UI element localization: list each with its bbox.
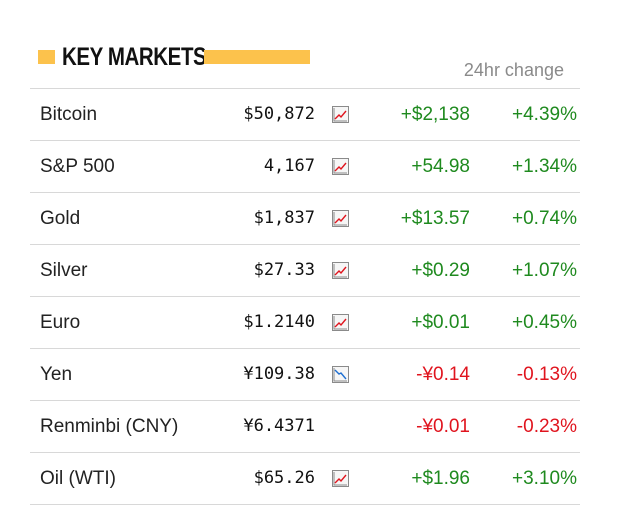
market-change-percent: +1.34% xyxy=(512,156,577,177)
chart-down-icon[interactable] xyxy=(332,366,349,383)
market-row-renminbi-cny[interactable]: Renminbi (CNY) ¥6.4371 -¥0.01 -0.23% xyxy=(30,401,580,453)
market-change-percent: +4.39% xyxy=(512,104,577,125)
market-row-oil-wti[interactable]: Oil (WTI) $65.26 +$1.96 +3.10% xyxy=(30,453,580,505)
widget-title: KEY MARKETS xyxy=(62,43,207,71)
market-change: -¥0.01 xyxy=(416,416,470,437)
market-price: $27.33 xyxy=(253,260,315,280)
market-name[interactable]: Renminbi (CNY) xyxy=(40,416,179,437)
market-row-bitcoin[interactable]: Bitcoin $50,872 +$2,138 +4.39% xyxy=(30,89,580,141)
market-change-percent: +3.10% xyxy=(512,468,577,489)
chart-up-icon[interactable] xyxy=(332,262,349,279)
title-accent-bar-left xyxy=(38,50,55,64)
market-change-percent: -0.13% xyxy=(516,364,577,385)
market-price: $1,837 xyxy=(253,208,315,228)
market-change-percent: +0.74% xyxy=(512,208,577,229)
market-change-percent: +0.45% xyxy=(512,312,577,333)
change-column-header: 24hr change xyxy=(463,60,564,80)
market-row-s-p-500[interactable]: S&P 500 4,167 +54.98 +1.34% xyxy=(30,141,580,193)
market-change: +$2,138 xyxy=(400,104,470,125)
chart-up-icon[interactable] xyxy=(332,470,349,487)
market-change: +54.98 xyxy=(411,156,470,177)
market-change-percent: +1.07% xyxy=(512,260,577,281)
market-price: 4,167 xyxy=(263,156,315,176)
market-change-percent: -0.23% xyxy=(516,416,577,437)
market-price: ¥6.4371 xyxy=(243,416,315,436)
market-change: +$0.29 xyxy=(411,260,470,281)
market-change: +$1.96 xyxy=(411,468,470,489)
market-row-euro[interactable]: Euro $1.2140 +$0.01 +0.45% xyxy=(30,297,580,349)
market-row-gold[interactable]: Gold $1,837 +$13.57 +0.74% xyxy=(30,193,580,245)
title-accent-bar-right xyxy=(204,50,310,64)
market-name[interactable]: Yen xyxy=(40,364,73,385)
market-price: $65.26 xyxy=(253,468,315,488)
widget-header: KEY MARKETS 24hr change xyxy=(38,40,582,80)
chart-up-icon[interactable] xyxy=(332,158,349,175)
market-name[interactable]: Oil (WTI) xyxy=(40,468,116,489)
market-change: -¥0.14 xyxy=(416,364,470,385)
market-row-silver[interactable]: Silver $27.33 +$0.29 +1.07% xyxy=(30,245,580,297)
market-price: ¥109.38 xyxy=(243,364,315,384)
market-name[interactable]: S&P 500 xyxy=(40,156,115,177)
market-name[interactable]: Euro xyxy=(40,312,81,333)
market-change: +$13.57 xyxy=(400,208,470,229)
chart-up-icon[interactable] xyxy=(332,106,349,123)
markets-table: Bitcoin $50,872 +$2,138 +4.39% S&P 500 4,167 +… xyxy=(30,88,580,505)
market-row-yen[interactable]: Yen ¥109.38 -¥0.14 -0.13% xyxy=(30,349,580,401)
market-price: $50,872 xyxy=(243,104,315,124)
market-name[interactable]: Bitcoin xyxy=(40,104,98,125)
chart-up-icon[interactable] xyxy=(332,210,349,227)
market-change: +$0.01 xyxy=(411,312,470,333)
chart-up-icon[interactable] xyxy=(332,314,349,331)
market-price: $1.2140 xyxy=(243,312,315,332)
market-name[interactable]: Silver xyxy=(40,260,88,281)
market-name[interactable]: Gold xyxy=(40,208,81,229)
